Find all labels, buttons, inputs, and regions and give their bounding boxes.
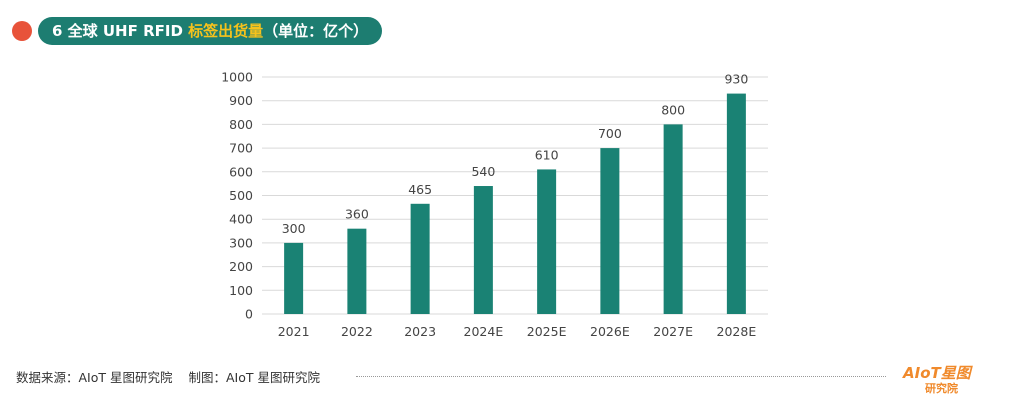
y-tick-label: 300 (229, 235, 253, 250)
bar-chart: 0 100 200 300 400 500 600 700 800 900 1000 300 2021 3… (221, 70, 768, 339)
x-tick-label: 2025E (527, 324, 567, 339)
chart-title-highlight: 标签出货量 (188, 22, 264, 40)
x-tick-label: 2021 (278, 324, 310, 339)
data-label: 300 (282, 221, 306, 236)
bar (347, 228, 367, 314)
y-tick-label: 1000 (221, 70, 253, 85)
x-tick-label: 2028E (717, 324, 757, 339)
data-label: 540 (471, 164, 495, 179)
chart-title-prefix: 6 全球 UHF RFID (52, 22, 189, 40)
data-label: 800 (661, 102, 685, 117)
bar (284, 242, 304, 314)
footer-source: 数据来源：AIoT 星图研究院 制图：AIoT 星图研究院 (16, 367, 320, 386)
source-text: 数据来源：AIoT 星图研究院 (16, 370, 173, 385)
chart-title: 6 全球 UHF RFID 标签出货量（单位：亿个） (38, 17, 383, 45)
bar (726, 93, 746, 314)
chart-title-suffix: （单位：亿个） (263, 22, 369, 40)
x-tick-label: 2027E (653, 324, 693, 339)
logo-sub: 研究院 (925, 382, 958, 395)
y-tick-label: 200 (229, 259, 253, 274)
y-tick-label: 400 (229, 212, 253, 227)
x-tick-label: 2024E (464, 324, 504, 339)
data-label: 700 (598, 126, 622, 141)
bar (410, 203, 430, 314)
y-tick-label: 500 (229, 188, 253, 203)
footer-divider (356, 376, 886, 377)
brand-logo: AIoT星图 研究院 (903, 362, 983, 398)
x-tick-label: 2026E (590, 324, 630, 339)
bar (473, 186, 493, 314)
bar (600, 148, 620, 314)
y-tick-label: 0 (245, 307, 253, 322)
y-tick-label: 600 (229, 164, 253, 179)
data-label: 465 (408, 182, 432, 197)
data-label: 930 (724, 72, 748, 87)
logo-brand: AIoT星图 (903, 364, 971, 382)
y-tick-label: 900 (229, 93, 253, 108)
made-by-text: 制图：AIoT 星图研究院 (188, 370, 321, 385)
y-tick-label: 100 (229, 283, 253, 298)
data-label: 610 (535, 147, 559, 162)
x-tick-label: 2023 (404, 324, 436, 339)
data-label: 360 (345, 207, 369, 222)
y-tick-label: 800 (229, 117, 253, 132)
y-tick-label: 700 (229, 141, 253, 156)
bar (537, 169, 557, 314)
title-accent-dot (12, 21, 32, 41)
bar (663, 124, 683, 315)
x-tick-label: 2022 (341, 324, 373, 339)
